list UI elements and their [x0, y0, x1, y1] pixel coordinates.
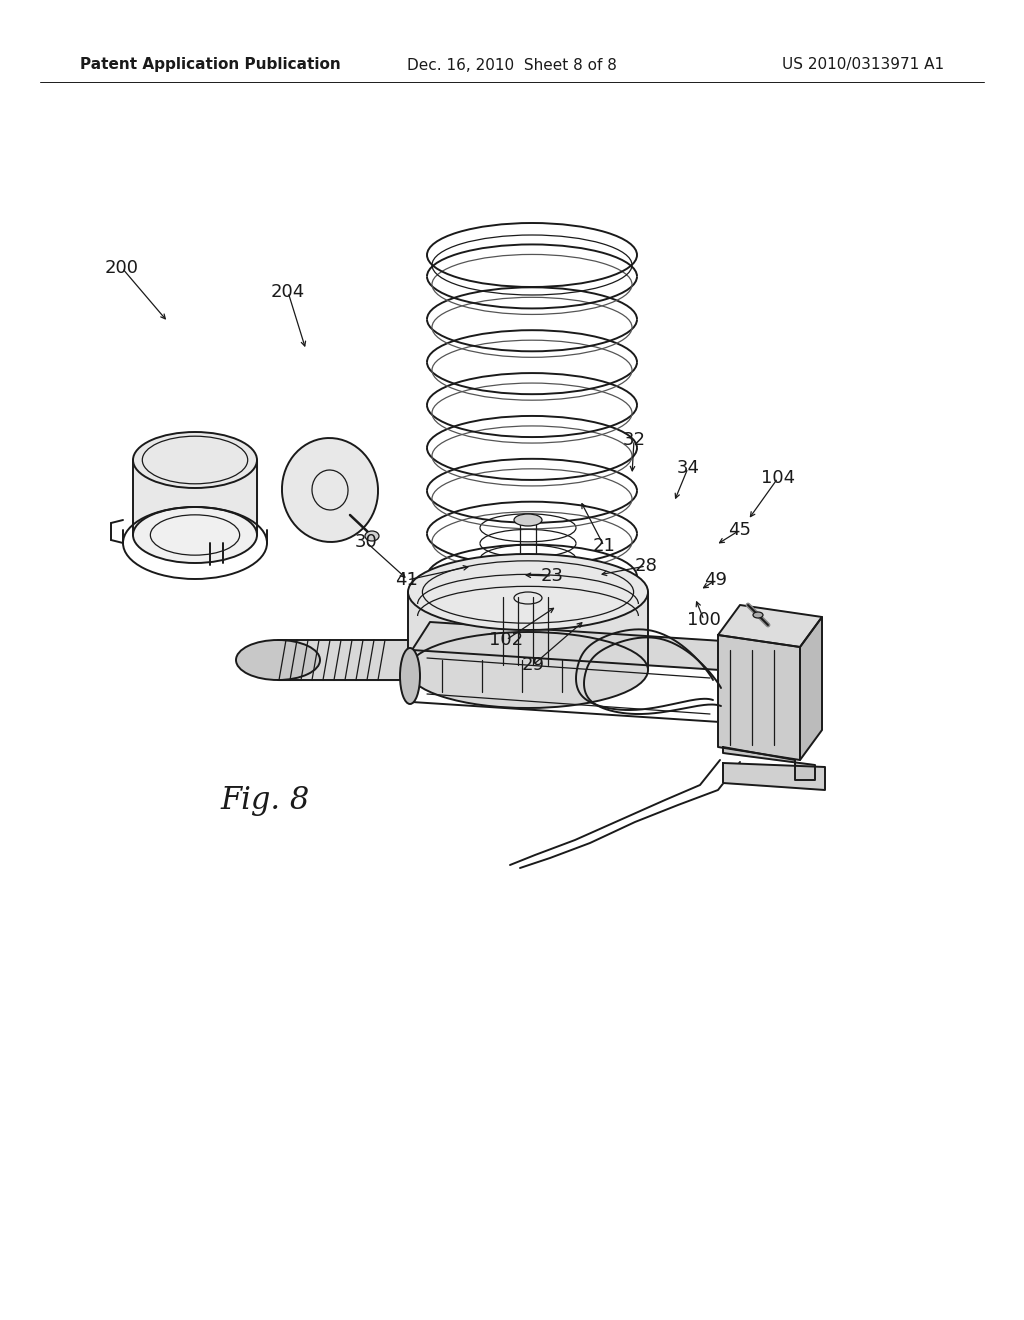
Text: 49: 49	[705, 572, 727, 589]
Text: 100: 100	[687, 611, 721, 630]
Text: 29: 29	[521, 656, 545, 675]
Text: 32: 32	[623, 432, 645, 449]
Polygon shape	[412, 622, 738, 671]
Ellipse shape	[282, 438, 378, 543]
Text: 45: 45	[728, 521, 752, 539]
Ellipse shape	[408, 632, 648, 708]
Ellipse shape	[133, 507, 257, 564]
Ellipse shape	[408, 554, 648, 630]
Text: 41: 41	[395, 572, 419, 589]
Ellipse shape	[753, 612, 763, 618]
Text: 204: 204	[271, 282, 305, 301]
Text: 28: 28	[635, 557, 657, 576]
Text: Patent Application Publication: Patent Application Publication	[80, 58, 341, 73]
Polygon shape	[723, 747, 815, 780]
Text: 34: 34	[677, 459, 699, 477]
Text: 200: 200	[105, 259, 139, 277]
Text: Fig. 8: Fig. 8	[220, 784, 309, 816]
Polygon shape	[800, 616, 822, 760]
Ellipse shape	[400, 648, 420, 704]
Text: 21: 21	[593, 537, 615, 554]
Polygon shape	[723, 763, 825, 789]
Polygon shape	[133, 459, 257, 535]
Text: 23: 23	[541, 568, 563, 585]
Polygon shape	[718, 635, 800, 760]
Polygon shape	[278, 640, 408, 680]
Text: 30: 30	[354, 533, 378, 550]
Ellipse shape	[236, 640, 319, 680]
Text: 102: 102	[488, 631, 523, 649]
Ellipse shape	[365, 531, 379, 541]
Text: Dec. 16, 2010  Sheet 8 of 8: Dec. 16, 2010 Sheet 8 of 8	[408, 58, 616, 73]
Polygon shape	[408, 591, 648, 671]
Ellipse shape	[133, 432, 257, 488]
Ellipse shape	[514, 513, 542, 525]
Text: 104: 104	[761, 469, 795, 487]
Polygon shape	[718, 605, 822, 647]
Text: US 2010/0313971 A1: US 2010/0313971 A1	[782, 58, 944, 73]
